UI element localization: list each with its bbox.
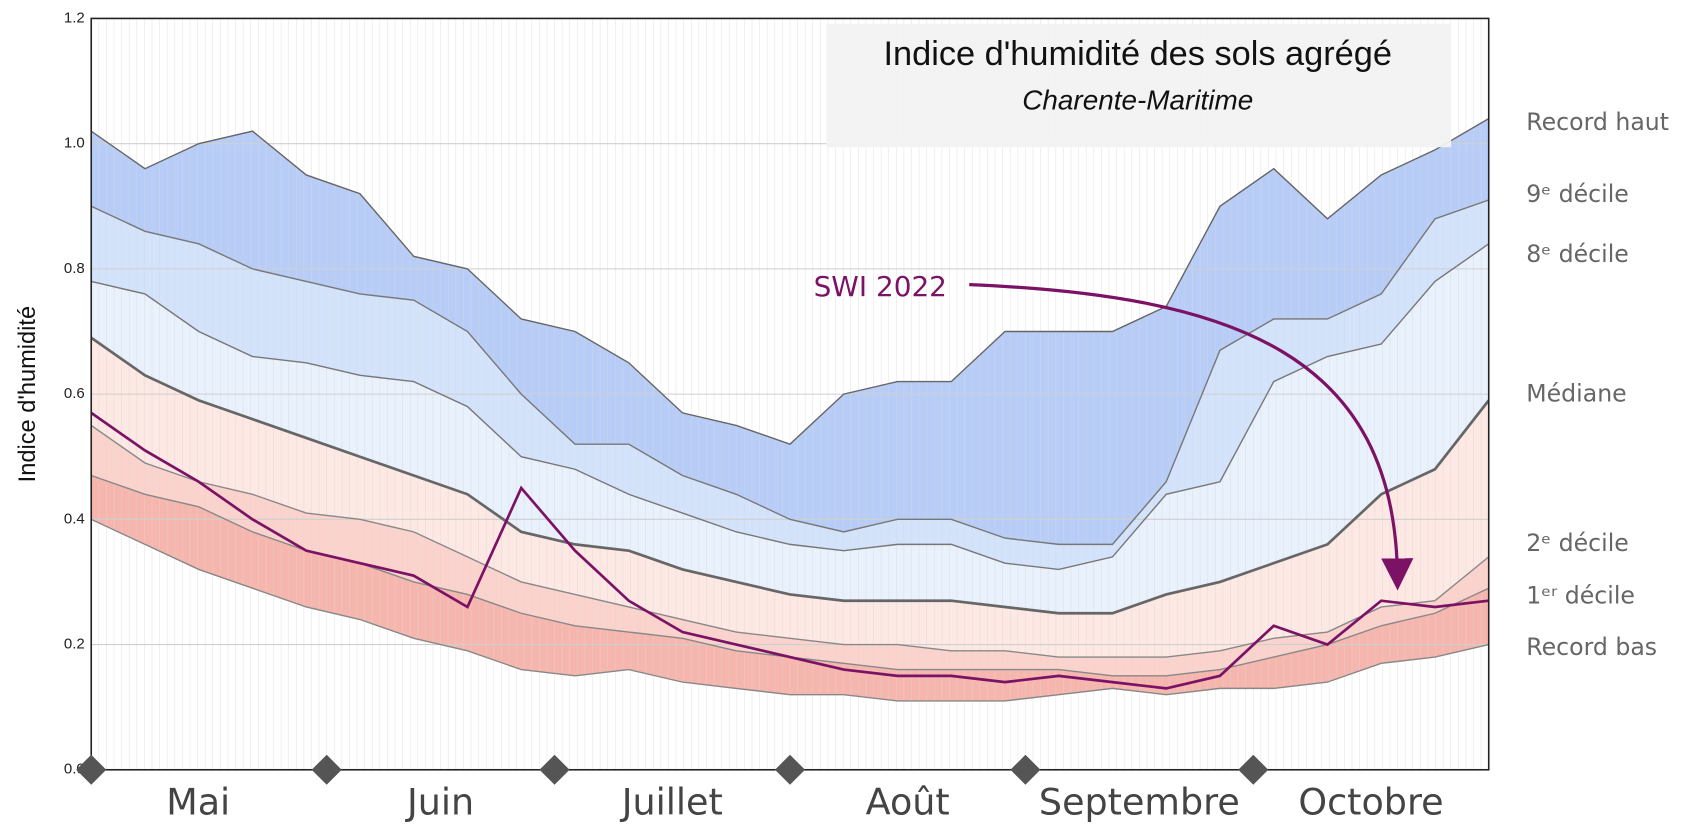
chart-subtitle: Charente-Maritime bbox=[1022, 85, 1253, 116]
y-tick-label: 0.8 bbox=[64, 260, 85, 277]
quantile-line bbox=[90, 518, 1489, 702]
chart-title: Indice d'humidité des sols agrégé bbox=[884, 35, 1392, 73]
y-tick-label: 1.0 bbox=[64, 135, 85, 152]
y-tick-label: 0.0 bbox=[64, 761, 85, 778]
annotation: SWI 2022 bbox=[814, 270, 947, 303]
legend-label: 1ᵉʳ décile bbox=[1526, 581, 1635, 609]
month-marker bbox=[774, 754, 806, 785]
band bbox=[91, 425, 1489, 676]
legend-label: 8ᵉ décile bbox=[1526, 240, 1629, 268]
annotation-arrow bbox=[969, 283, 1414, 591]
x-tick-label: Juin bbox=[405, 781, 474, 824]
month-marker bbox=[311, 754, 342, 785]
x-tick-label: Août bbox=[866, 781, 950, 824]
band bbox=[91, 243, 1489, 614]
y-tick-label: 0.6 bbox=[64, 385, 85, 402]
lines bbox=[90, 118, 1490, 702]
legend-label: Record haut bbox=[1526, 108, 1669, 136]
legend-label: 9ᵉ décile bbox=[1526, 180, 1629, 208]
month-marker bbox=[1238, 754, 1269, 785]
x-tick-label: Juillet bbox=[620, 781, 723, 824]
month-marker bbox=[76, 754, 107, 785]
y-axis-label: Indice d'humidité bbox=[15, 306, 41, 482]
band bbox=[91, 337, 1489, 658]
quantile-line bbox=[90, 336, 1490, 615]
month-marker bbox=[539, 754, 570, 785]
title-box bbox=[826, 23, 1452, 148]
x-tick-label: Octobre bbox=[1298, 781, 1443, 824]
y-tick-label: 1.2 bbox=[64, 9, 85, 26]
x-tick-label: Mai bbox=[166, 781, 230, 824]
y-tick-label: 0.2 bbox=[64, 636, 85, 653]
swi-line bbox=[90, 411, 1489, 690]
legend-label: Record bas bbox=[1526, 633, 1657, 661]
quantile-line bbox=[91, 243, 1490, 571]
month-marker bbox=[1010, 754, 1041, 785]
legend-label: Médiane bbox=[1526, 380, 1626, 408]
quantile-line bbox=[90, 199, 1489, 546]
legend-label: 2ᵉ décile bbox=[1526, 529, 1629, 557]
band bbox=[91, 200, 1489, 570]
quantile-line bbox=[90, 118, 1490, 445]
y-tick-label: 0.4 bbox=[64, 510, 85, 527]
x-tick-label: Septembre bbox=[1039, 781, 1240, 824]
